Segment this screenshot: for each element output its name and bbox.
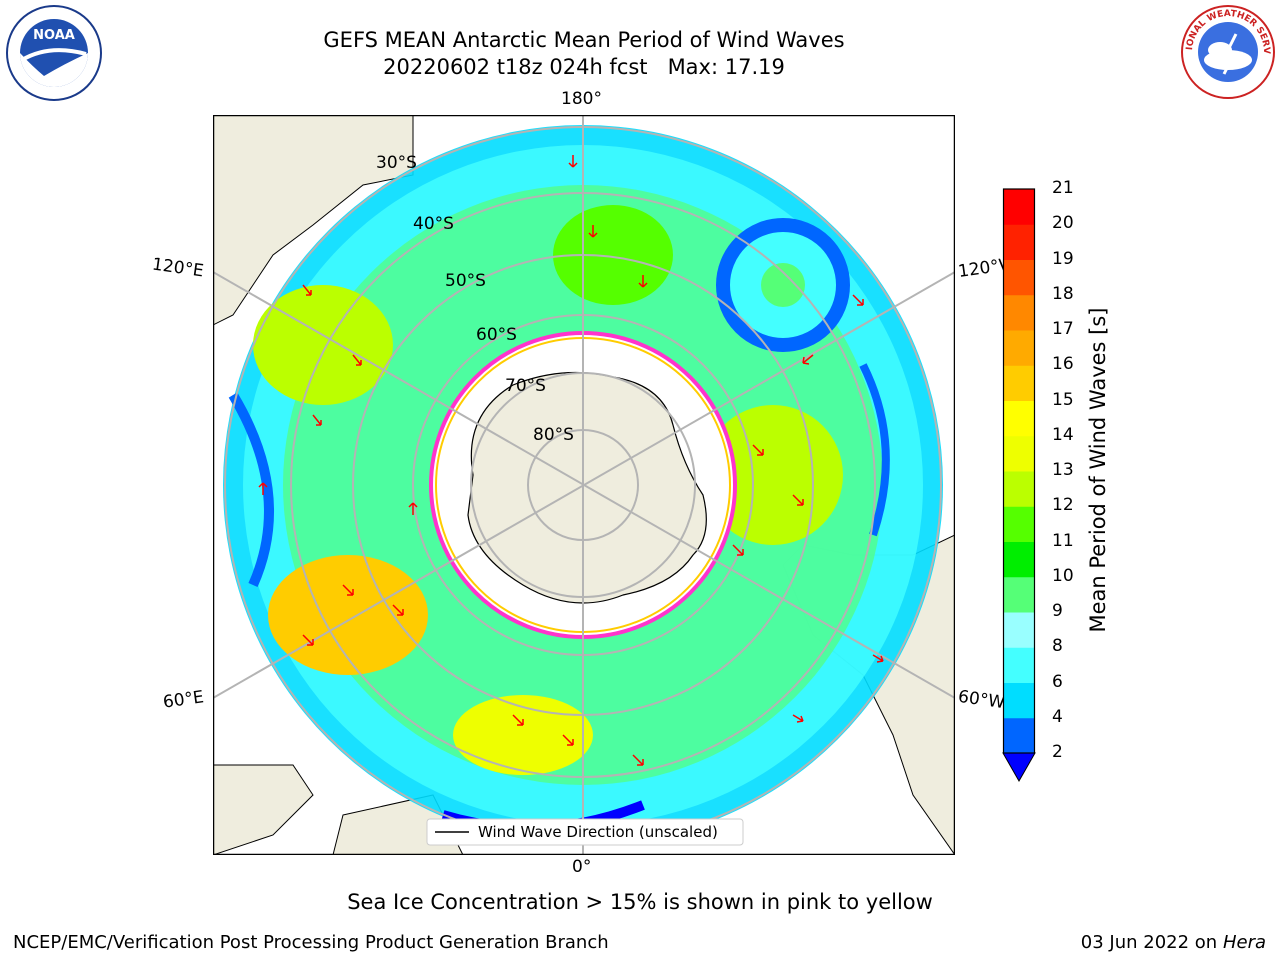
colorbar-segment [1003, 330, 1035, 366]
colorbar-tick-label: 19 [1052, 248, 1074, 269]
polar-map: 30°S 40°S 50°S 60°S 70°S 80°S Wind Wave … [213, 115, 955, 855]
colorbar-segment [1003, 365, 1035, 401]
colorbar-title: Mean Period of Wind Waves [s] [1086, 307, 1110, 633]
colorbar-tick-label: 18 [1052, 283, 1074, 304]
colorbar-tick-label: 16 [1052, 354, 1074, 375]
svg-text:80°S: 80°S [533, 425, 574, 445]
chart-subtitle: 20220602 t18z 024h fcst Max: 17.19 [383, 55, 785, 79]
noaa-logo-icon: NOAA [6, 5, 102, 101]
colorbar-segment [1003, 717, 1035, 754]
colorbar-tick-label: 21 [1052, 178, 1074, 198]
colorbar-segment [1003, 612, 1035, 648]
svg-text:50°S: 50°S [445, 271, 486, 291]
colorbar-tick-label: 17 [1052, 319, 1074, 339]
colorbar-segment [1003, 471, 1035, 507]
colorbar-tick-label: 8 [1052, 636, 1063, 657]
colorbar-segment [1003, 506, 1035, 542]
wave-patch-atlantic [453, 695, 593, 775]
colorbar-tick-label: 2 [1052, 742, 1063, 762]
colorbar-segment [1003, 400, 1035, 437]
svg-text:40°S: 40°S [413, 214, 454, 234]
colorbar-segment [1003, 576, 1035, 613]
colorbar-tick-label: 6 [1052, 671, 1063, 692]
svg-text:NOAA: NOAA [33, 28, 75, 43]
colorbar-tick-label: 20 [1052, 213, 1074, 234]
colorbar-under-arrow [1002, 752, 1036, 783]
colorbar-segment [1003, 294, 1035, 331]
svg-text:60°S: 60°S [476, 325, 517, 345]
lon-label-60w: 60°W [956, 686, 1007, 714]
colorbar-segment [1003, 682, 1035, 719]
colorbar-segment [1003, 259, 1035, 296]
lon-label-0: 0° [572, 857, 592, 877]
colorbar-tick-label: 14 [1052, 424, 1074, 445]
lat-labels: 30°S 40°S 50°S 60°S 70°S 80°S [376, 153, 574, 445]
lon-grid [213, 115, 955, 855]
land-madagascar [213, 764, 314, 855]
wave-direction-arrows [258, 155, 884, 766]
colorbar-segment [1003, 647, 1035, 683]
colorbar-tick-label: 13 [1052, 460, 1074, 480]
map-legend [426, 818, 744, 846]
nws-logo-icon: NATIONAL WEATHER SERVICE [1180, 4, 1275, 99]
lon-label-120e: 120°E [150, 254, 205, 282]
colorbar-tick-label: 9 [1052, 601, 1063, 621]
svg-text:30°S: 30°S [376, 153, 417, 173]
legend-label: Wind Wave Direction (unscaled) [478, 823, 718, 841]
colorbar-tick-label: 4 [1052, 706, 1063, 727]
colorbar [1002, 188, 1036, 783]
footer-branch: NCEP/EMC/Verification Post Processing Pr… [13, 932, 609, 953]
colorbar-segment [1003, 435, 1035, 472]
lon-label-60e: 60°E [161, 687, 206, 713]
colorbar-segment [1003, 189, 1035, 225]
colorbar-tick-label: 15 [1052, 389, 1074, 410]
footer-date: 03 Jun 2022 on Hera [1080, 932, 1266, 953]
colorbar-segment [1003, 224, 1035, 260]
colorbar-tick-label: 10 [1052, 565, 1074, 586]
colorbar-tick-label: 11 [1052, 530, 1074, 551]
colorbar-tick-label: 12 [1052, 495, 1074, 516]
lon-label-180: 180° [561, 89, 602, 109]
chart-title: GEFS MEAN Antarctic Mean Period of Wind … [323, 28, 845, 52]
land-australia [213, 115, 414, 326]
svg-text:70°S: 70°S [505, 376, 546, 396]
colorbar-segment [1003, 541, 1035, 578]
sea-ice-caption: Sea Ice Concentration > 15% is shown in … [347, 890, 933, 914]
